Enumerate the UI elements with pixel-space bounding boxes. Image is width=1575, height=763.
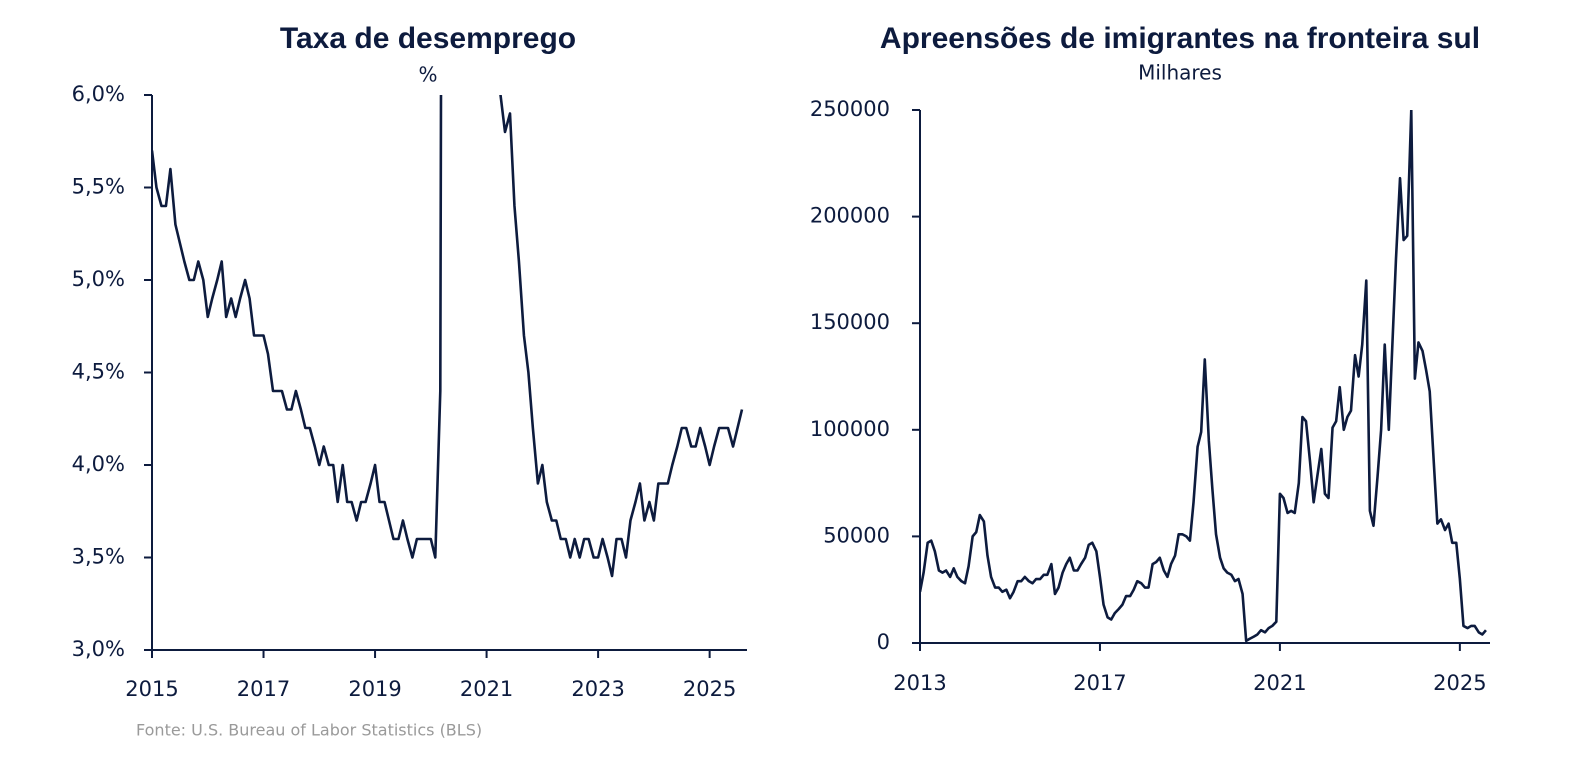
chart-title: Apreensões de imigrantes na fronteira su… xyxy=(880,22,1480,55)
chart-subtitle: Milhares xyxy=(1138,61,1222,85)
y-tick-label: 6,0% xyxy=(72,82,125,106)
x-tick-label: 2017 xyxy=(1073,671,1126,695)
y-tick-label: 0 xyxy=(877,630,890,654)
x-tick-label: 2021 xyxy=(460,677,513,701)
data-line xyxy=(920,110,1487,643)
x-tick-label: 2019 xyxy=(348,677,401,701)
chart-title: Taxa de desemprego xyxy=(280,22,576,55)
x-tick-label: 2015 xyxy=(125,677,178,701)
x-tick-label: 2025 xyxy=(683,677,736,701)
y-tick-label: 150000 xyxy=(810,310,890,334)
y-tick-label: 5,5% xyxy=(72,175,125,199)
x-tick-label: 2021 xyxy=(1253,671,1306,695)
x-tick-label: 2023 xyxy=(571,677,624,701)
y-tick-label: 4,5% xyxy=(72,360,125,384)
y-tick-label: 250000 xyxy=(810,97,890,121)
y-tick-label: 5,0% xyxy=(72,267,125,291)
y-tick-label: 3,0% xyxy=(72,637,125,661)
y-tick-label: 3,5% xyxy=(72,545,125,569)
source-note: Fonte: U.S. Bureau of Labor Statistics (… xyxy=(136,721,482,740)
y-tick-label: 200000 xyxy=(810,204,890,228)
x-tick-label: 2025 xyxy=(1433,671,1486,695)
x-tick-label: 2017 xyxy=(237,677,290,701)
y-tick-label: 100000 xyxy=(810,417,890,441)
chart-subtitle: % xyxy=(418,63,437,87)
y-tick-label: 50000 xyxy=(823,523,890,547)
data-line xyxy=(152,95,744,578)
x-tick-label: 2013 xyxy=(893,671,946,695)
y-tick-label: 4,0% xyxy=(72,452,125,476)
